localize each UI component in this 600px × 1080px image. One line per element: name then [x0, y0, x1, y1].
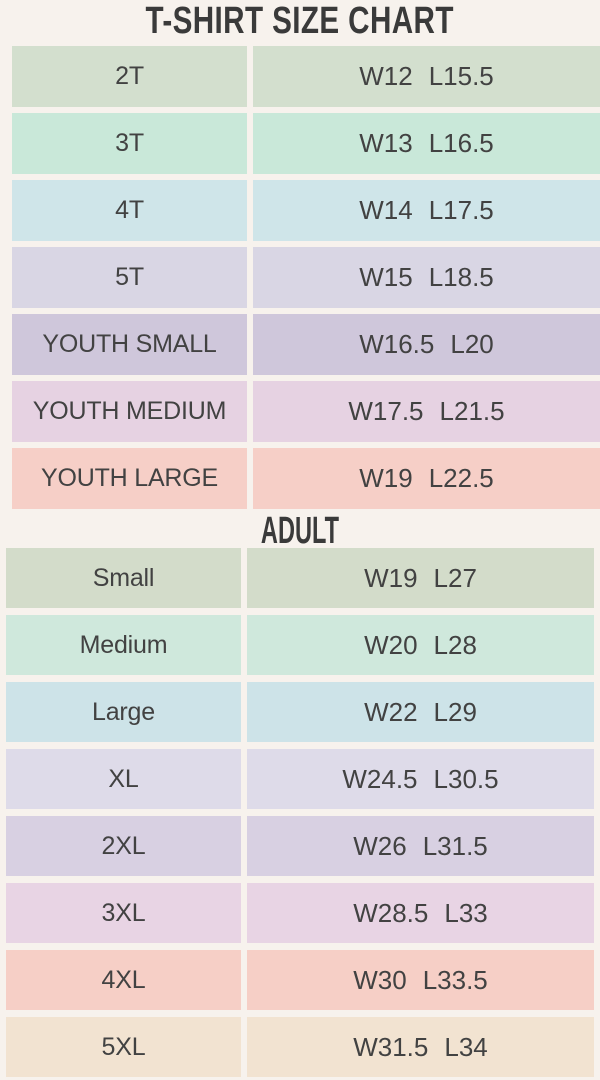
size-cell: XL	[6, 749, 241, 809]
dimensions-cell: W19 L27	[247, 548, 594, 608]
dimensions-cell: W31.5 L34	[247, 1017, 594, 1077]
dimensions-cell: W22 L29	[247, 682, 594, 742]
dimensions-cell: W16.5 L20	[253, 314, 600, 375]
size-label: 5XL	[101, 1032, 146, 1061]
width-value: W22	[364, 696, 418, 727]
size-label: 2T	[115, 62, 144, 90]
length-value: L33	[444, 897, 488, 928]
table-row: Large W22 L29	[6, 682, 594, 742]
size-cell: 4T	[12, 180, 247, 241]
table-row: 5T W15 L18.5	[12, 247, 600, 308]
table-row: Medium W20 L28	[6, 615, 594, 675]
width-value: W15	[359, 262, 413, 292]
size-cell: YOUTH MEDIUM	[12, 381, 247, 442]
width-value: W12	[359, 61, 413, 91]
table-row: XL W24.5 L30.5	[6, 749, 594, 809]
length-value: L20	[450, 329, 494, 359]
size-cell: 2XL	[6, 816, 241, 876]
width-value: W16.5	[359, 329, 435, 359]
dimensions-cell: W14 L17.5	[253, 180, 600, 241]
length-value: L31.5	[422, 830, 488, 861]
adult-section-header: ADULT	[0, 510, 600, 552]
dimensions-cell: W13 L16.5	[253, 113, 600, 174]
length-value: L18.5	[428, 262, 494, 292]
size-cell: 2T	[12, 46, 247, 107]
size-cell: Medium	[6, 615, 241, 675]
dimensions-cell: W30 L33.5	[247, 950, 594, 1010]
adult-size-table: Small W19 L27 Medium W20 L28 Large W22 L…	[0, 548, 600, 1077]
size-label: YOUTH MEDIUM	[32, 397, 227, 425]
size-label: 4T	[115, 196, 144, 224]
width-value: W17.5	[348, 396, 424, 426]
table-row: YOUTH MEDIUM W17.5 L21.5	[12, 381, 600, 442]
table-row: 3T W13 L16.5	[12, 113, 600, 174]
dimensions-cell: W20 L28	[247, 615, 594, 675]
width-value: W26	[353, 830, 407, 861]
width-value: W20	[364, 629, 418, 660]
page-title: T-SHIRT SIZE CHART	[0, 0, 600, 46]
size-cell: 4XL	[6, 950, 241, 1010]
youth-size-table: 2T W12 L15.5 3T W13 L16.5 4T W14 L17.5 5…	[0, 46, 600, 509]
size-label: 3T	[115, 129, 144, 157]
length-value: L28	[433, 629, 477, 660]
size-cell: 5XL	[6, 1017, 241, 1077]
table-row: 4T W14 L17.5	[12, 180, 600, 241]
width-value: W19	[359, 463, 413, 493]
size-label: 3XL	[101, 898, 146, 927]
page-title-text: T-SHIRT SIZE CHART	[145, 0, 455, 42]
length-value: L15.5	[428, 61, 494, 91]
length-value: L22.5	[428, 463, 494, 493]
dimensions-cell: W17.5 L21.5	[253, 381, 600, 442]
size-label: Small	[92, 563, 155, 592]
dimensions-cell: W26 L31.5	[247, 816, 594, 876]
table-row: 4XL W30 L33.5	[6, 950, 594, 1010]
dimensions-cell: W19 L22.5	[253, 448, 600, 509]
size-label: Medium	[79, 630, 168, 659]
length-value: L33.5	[422, 964, 488, 995]
length-value: L16.5	[428, 128, 494, 158]
size-cell: 3XL	[6, 883, 241, 943]
table-row: 3XL W28.5 L33	[6, 883, 594, 943]
length-value: L34	[444, 1031, 488, 1062]
dimensions-cell: W15 L18.5	[253, 247, 600, 308]
table-row: Small W19 L27	[6, 548, 594, 608]
size-label: 5T	[115, 263, 144, 291]
length-value: L27	[433, 562, 477, 593]
width-value: W14	[359, 195, 413, 225]
table-row: YOUTH LARGE W19 L22.5	[12, 448, 600, 509]
table-row: YOUTH SMALL W16.5 L20	[12, 314, 600, 375]
size-cell: YOUTH LARGE	[12, 448, 247, 509]
width-value: W28.5	[353, 897, 429, 928]
width-value: W31.5	[353, 1031, 429, 1062]
size-cell: Small	[6, 548, 241, 608]
table-row: 2XL W26 L31.5	[6, 816, 594, 876]
length-value: L17.5	[428, 195, 494, 225]
dimensions-cell: W24.5 L30.5	[247, 749, 594, 809]
width-value: W30	[353, 964, 407, 995]
size-label: 4XL	[101, 965, 146, 994]
length-value: L21.5	[439, 396, 505, 426]
size-label: YOUTH LARGE	[41, 464, 218, 492]
width-value: W24.5	[342, 763, 418, 794]
size-label: YOUTH SMALL	[42, 330, 217, 358]
dimensions-cell: W12 L15.5	[253, 46, 600, 107]
table-row: 2T W12 L15.5	[12, 46, 600, 107]
size-label: XL	[108, 764, 139, 793]
size-label: 2XL	[101, 831, 146, 860]
length-value: L29	[433, 696, 477, 727]
adult-section-header-text: ADULT	[260, 510, 340, 552]
width-value: W13	[359, 128, 413, 158]
size-label: Large	[92, 697, 155, 726]
table-row: 5XL W31.5 L34	[6, 1017, 594, 1077]
size-cell: 3T	[12, 113, 247, 174]
size-cell: 5T	[12, 247, 247, 308]
width-value: W19	[364, 562, 418, 593]
size-cell: Large	[6, 682, 241, 742]
size-cell: YOUTH SMALL	[12, 314, 247, 375]
dimensions-cell: W28.5 L33	[247, 883, 594, 943]
length-value: L30.5	[433, 763, 499, 794]
